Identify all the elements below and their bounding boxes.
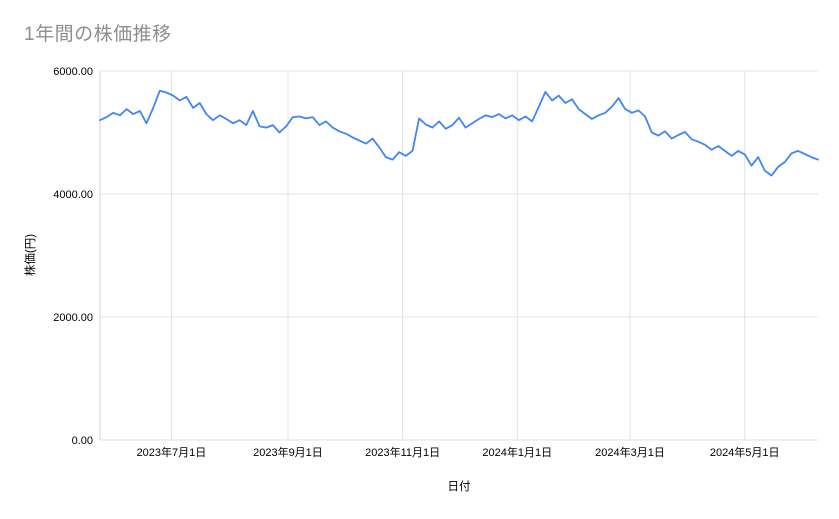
y-tick-label: 0.00 [72, 435, 93, 447]
x-tick-label: 2024年5月1日 [710, 445, 780, 459]
x-tick-label: 2023年7月1日 [137, 445, 207, 459]
y-tick-label: 2000.00 [53, 312, 93, 324]
x-tick-label: 2024年1月1日 [482, 445, 552, 459]
y-axis-title: 株価(円) [25, 233, 37, 277]
x-axis-title: 日付 [447, 481, 471, 493]
x-tick-label: 2024年3月1日 [595, 445, 665, 459]
x-tick-label: 2023年9月1日 [253, 445, 323, 459]
chart-title: 1年間の株価推移 [24, 24, 172, 45]
price-line [99, 89, 819, 177]
y-tick-label: 6000.00 [53, 66, 93, 78]
y-tick-label: 4000.00 [53, 189, 93, 201]
x-tick-label: 2023年11月1日 [365, 445, 440, 459]
